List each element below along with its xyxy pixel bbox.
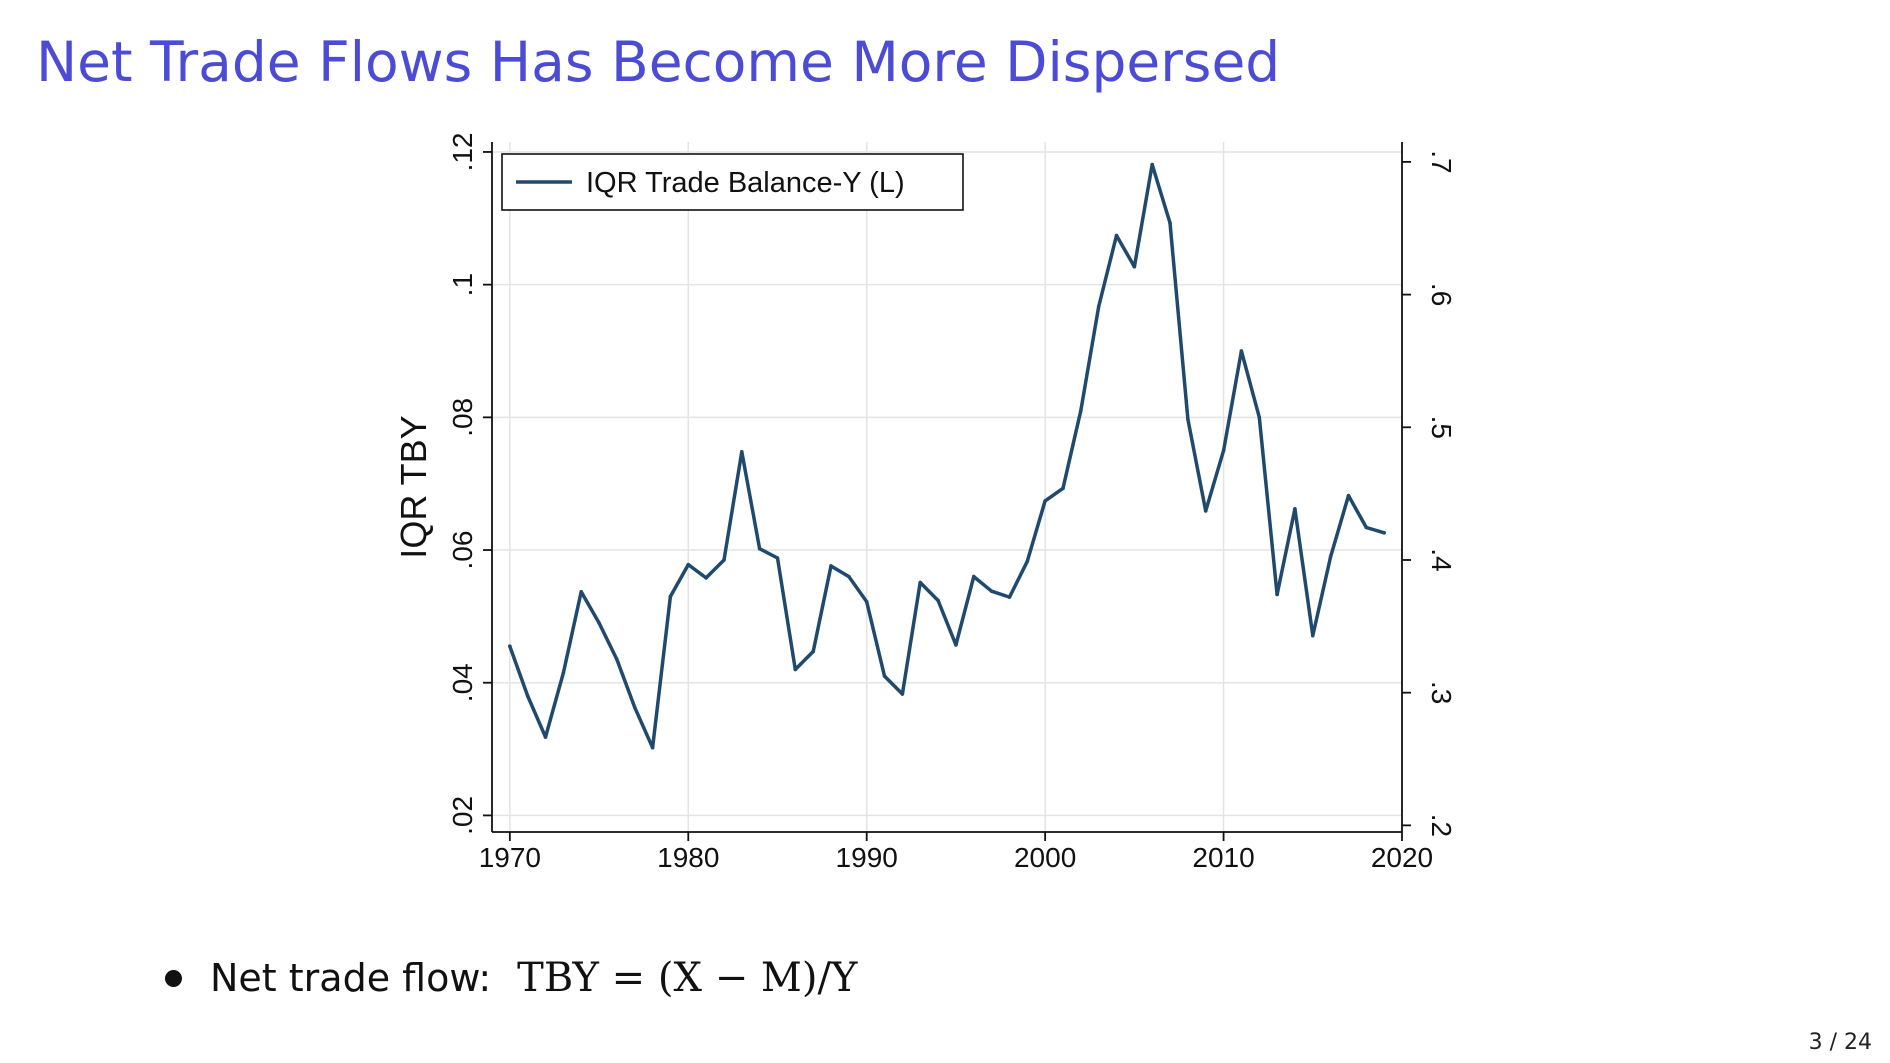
data-point: [1061, 486, 1065, 491]
y-tick-label-left: .02: [447, 796, 478, 835]
data-point: [757, 546, 762, 551]
bullet-item: Net trade flow: TBY = (X − M)/Y: [165, 955, 857, 1001]
data-point: [579, 590, 584, 594]
chart-axes: 1970 1980 1990 2000 2010 2020 .02 .04 .06 .08 .1 .1…: [393, 132, 1457, 873]
data-point: [1239, 349, 1244, 353]
data-point: [632, 705, 637, 710]
data-point: [1310, 633, 1315, 638]
legend-box: [501, 153, 964, 211]
y-tick-label-right: .7: [1426, 150, 1457, 173]
x-tick-label: 2000: [1014, 842, 1076, 873]
data-point: [954, 643, 958, 647]
data-point: [508, 644, 512, 649]
data-point: [829, 564, 833, 568]
bullet-dot: [165, 969, 182, 987]
y-tick-label-right: .3: [1426, 681, 1457, 704]
data-point: [740, 450, 744, 454]
data-point: [1132, 264, 1137, 269]
data-point: [864, 599, 869, 604]
data-point: [1150, 162, 1154, 167]
y-tick-label-left: .08: [447, 398, 478, 437]
data-point: [1186, 417, 1190, 422]
data-point: [543, 735, 548, 739]
data-point: [847, 574, 851, 579]
data-point: [1328, 554, 1333, 559]
y-tick-label-right: .6: [1426, 283, 1457, 306]
bullet-formula: TBY = (X − M)/Y: [517, 955, 858, 1001]
data-point: [650, 745, 655, 750]
x-tick-label: 2020: [1371, 842, 1433, 873]
data-point: [775, 556, 780, 560]
page-number: 3 / 24: [1808, 1030, 1872, 1055]
data-point: [1382, 530, 1386, 535]
legend-label: IQR Trade Balance-Y (L): [586, 167, 905, 199]
data-point: [1293, 507, 1297, 511]
data-point: [918, 580, 923, 585]
data-point: [1007, 595, 1012, 599]
data-point: [1043, 499, 1047, 503]
data-point: [597, 621, 601, 625]
chart-gridlines: [492, 142, 1403, 832]
data-point: [1275, 592, 1279, 597]
data-point: [722, 558, 726, 562]
y-tick-label-left: .04: [447, 663, 478, 702]
x-tick-label: 1970: [479, 842, 541, 873]
data-point: [668, 594, 673, 599]
y-tick-label-left: .12: [447, 132, 478, 171]
x-tick-label: 2010: [1192, 842, 1254, 873]
data-point: [971, 574, 976, 579]
data-point: [793, 667, 798, 672]
data-point: [561, 670, 566, 675]
data-point: [989, 589, 994, 593]
y-tick-label-right: .4: [1426, 548, 1457, 571]
y-tick-label-right: .5: [1426, 416, 1457, 439]
x-tick-label: 1980: [657, 842, 719, 873]
y-tick-label-left: .06: [447, 531, 478, 570]
data-point: [1025, 559, 1030, 564]
data-point: [936, 598, 940, 603]
data-point: [882, 674, 887, 678]
slide-title: Net Trade Flows Has Become More Disperse…: [36, 30, 1281, 94]
data-point: [615, 657, 619, 662]
data-point: [1168, 221, 1172, 225]
data-point: [525, 694, 530, 698]
data-point: [811, 649, 815, 654]
data-point: [1114, 233, 1119, 238]
chart-series: [508, 162, 1386, 750]
data-point: [1364, 525, 1369, 530]
series-line: [508, 162, 1386, 750]
y-tick-label-right: .2: [1426, 814, 1457, 837]
x-tick-label: 1990: [836, 842, 898, 873]
data-point: [1096, 304, 1101, 309]
data-point: [1079, 408, 1083, 413]
chart-legend: IQR Trade Balance-Y (L): [501, 153, 964, 211]
data-point: [1203, 509, 1208, 513]
data-point: [704, 576, 708, 580]
bullet-label: Net trade flow:: [210, 956, 492, 1000]
data-point: [1221, 448, 1226, 453]
y-axis-title: IQR TBY: [393, 415, 434, 558]
data-point: [1257, 415, 1262, 420]
y-tick-label-left: .1: [447, 273, 478, 296]
data-point: [686, 562, 691, 567]
data-point: [1346, 493, 1351, 498]
data-point: [900, 692, 905, 696]
